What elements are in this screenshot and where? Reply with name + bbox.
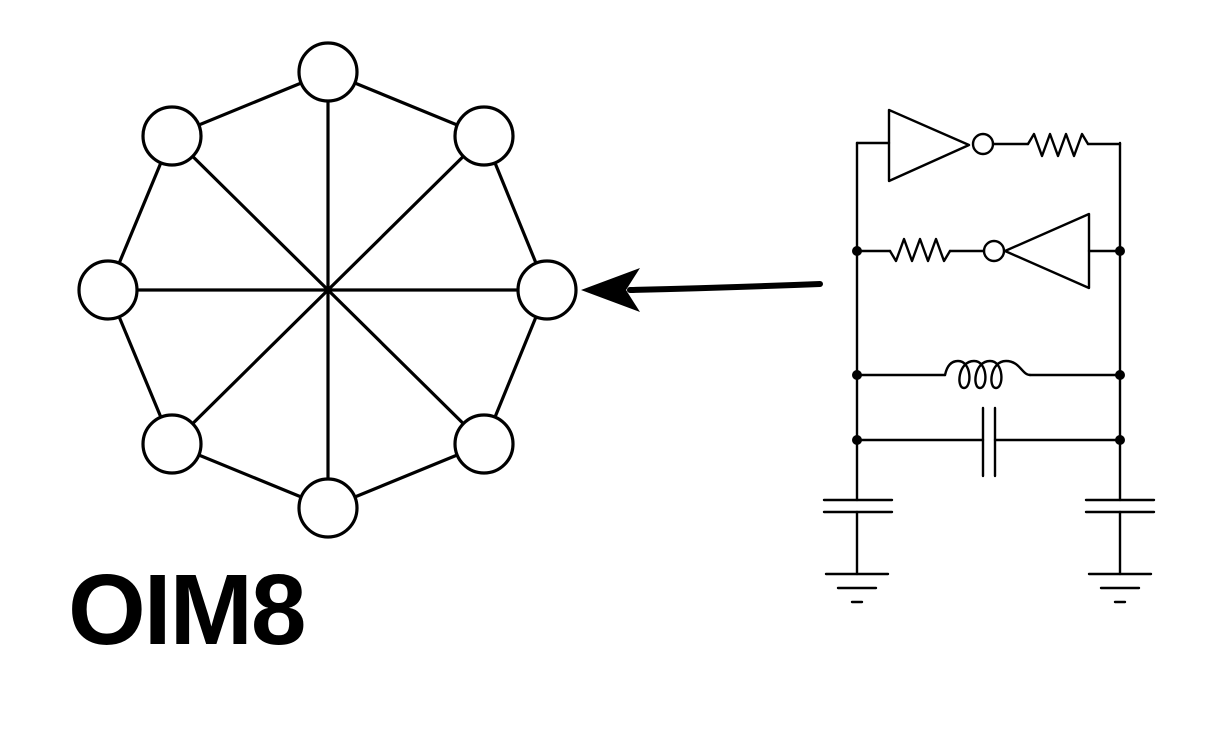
junction-dot <box>1115 246 1125 256</box>
junction-dot <box>1115 370 1125 380</box>
graph-node <box>141 413 203 475</box>
graph-node <box>77 259 139 321</box>
junction-dot <box>852 435 862 445</box>
junction-dot <box>852 246 862 256</box>
arrow <box>581 268 823 312</box>
graph-diameter-edges <box>106 70 549 510</box>
diameter-edge <box>170 134 486 446</box>
graph-node <box>516 259 578 321</box>
graph-node <box>297 41 359 103</box>
inverter-mid-icon <box>1003 212 1091 290</box>
junction-dot <box>852 370 862 380</box>
graph-title: OIM8 <box>68 554 306 666</box>
arrow-head <box>581 268 640 312</box>
graph-node <box>453 105 515 167</box>
resistor-top-icon <box>1026 132 1090 158</box>
resistor-mid-icon <box>888 237 952 263</box>
junction-dot <box>1115 435 1125 445</box>
inverter-bubble <box>982 239 1006 263</box>
inverter-bubble <box>971 132 995 156</box>
graph-nodes <box>77 41 578 539</box>
graph-node <box>453 413 515 475</box>
graph-node <box>297 477 359 539</box>
graph-node <box>141 105 203 167</box>
inductor-icon <box>943 359 1032 390</box>
inverter-top-icon <box>887 108 971 183</box>
oscillator-circuit <box>822 108 1156 604</box>
